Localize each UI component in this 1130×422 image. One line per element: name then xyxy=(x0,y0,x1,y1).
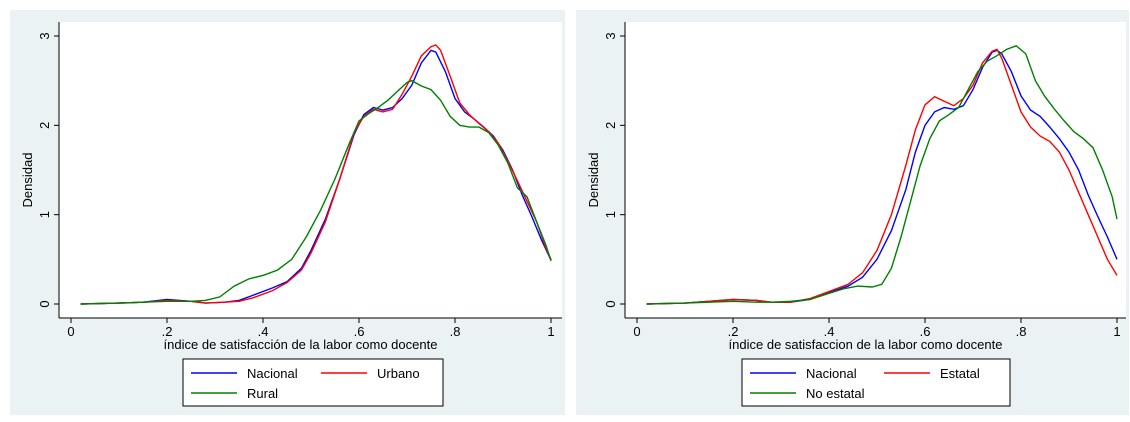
series-line-no-estatal xyxy=(646,45,1118,305)
y-tick-label: 0 xyxy=(37,300,52,307)
x-tick-label: .4 xyxy=(258,324,269,339)
legend: Nacional Urbano Rural xyxy=(182,358,444,407)
y-tick-label: 1 xyxy=(603,211,618,218)
series-line-rural xyxy=(80,79,552,305)
x-tick-label: .8 xyxy=(1016,324,1027,339)
x-axis-title: índice de satisfaccion de la labor como … xyxy=(729,337,1003,352)
y-tick-label: 0 xyxy=(603,300,618,307)
legend-label: Estatal xyxy=(940,366,980,381)
x-tick-label: .6 xyxy=(920,324,931,339)
legend: Nacional Estatal No estatal xyxy=(741,358,1011,407)
legend-box xyxy=(182,358,444,407)
x-tick-label: .2 xyxy=(162,324,173,339)
x-tick-label: 0 xyxy=(67,324,74,339)
plot-area xyxy=(59,22,562,318)
legend-label: Urbano xyxy=(377,366,420,381)
y-axis-title: Densidad xyxy=(20,153,35,208)
chart-panel-2: 0 1 2 3 0 .2 .4 .6 .8 1 índice de satisfaccion de … xyxy=(576,10,1129,415)
legend-label: No estatal xyxy=(806,386,865,401)
y-tick-label: 3 xyxy=(603,32,618,39)
y-tick-label: 1 xyxy=(37,211,52,218)
legend-label: Nacional xyxy=(247,366,298,381)
x-tick-label: 1 xyxy=(547,324,554,339)
series-line-urbano xyxy=(80,44,552,305)
legend-label: Nacional xyxy=(806,366,857,381)
x-tick-label: 1 xyxy=(1113,324,1120,339)
chart-panel-1: 0 1 2 3 0 .2 .4 .6 .8 1 índice de satisfacción de … xyxy=(10,10,565,415)
x-axis-title: índice de satisfacción de la labor como … xyxy=(164,337,438,352)
plot-area xyxy=(625,22,1126,318)
x-tick-label: .8 xyxy=(450,324,461,339)
legend-box xyxy=(741,358,1011,407)
x-tick-label: .4 xyxy=(824,324,835,339)
x-tick-label: .6 xyxy=(354,324,365,339)
x-tick-label: .2 xyxy=(728,324,739,339)
y-tick-label: 3 xyxy=(37,32,52,39)
y-tick-label: 2 xyxy=(37,122,52,129)
y-tick-label: 2 xyxy=(603,122,618,129)
y-axis-title: Densidad xyxy=(586,153,601,208)
legend-label: Rural xyxy=(247,386,278,401)
x-tick-label: 0 xyxy=(633,324,640,339)
series-line-estatal xyxy=(646,48,1118,305)
